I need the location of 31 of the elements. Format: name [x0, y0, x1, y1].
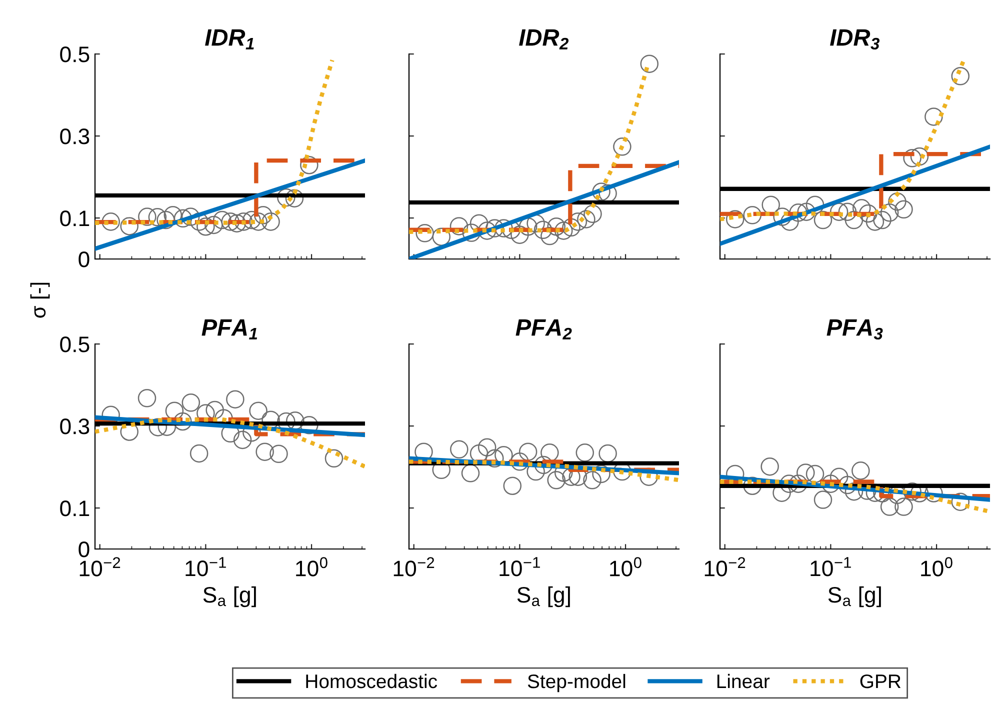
chart-title: IDR$_{1}$ — [205, 29, 254, 50]
legend-label: GPR — [860, 674, 901, 688]
x-tick-label: 10$^{−1}$ — [810, 557, 851, 576]
y-tick-label: 0.5 — [60, 336, 90, 352]
x-tick-label: 10$^{0}$ — [610, 557, 642, 576]
y-tick-label: 0.1 — [60, 500, 90, 516]
legend-label: Linear — [717, 674, 770, 688]
legend-label: Homoscedastic — [306, 674, 438, 688]
y-tick-label: 0 — [78, 542, 90, 558]
y-tick-label: 0 — [78, 252, 90, 268]
x-tick-label: 10$^{−1}$ — [500, 557, 540, 576]
x-tick-label: 10$^{0}$ — [296, 557, 328, 576]
chart-title: PFA$_{2}$ — [516, 319, 572, 340]
x-tick-label: 10$^{−1}$ — [186, 557, 226, 576]
y-axis-title: σ [-] — [30, 282, 50, 318]
chart-title: PFA$_{1}$ — [202, 319, 258, 340]
x-axis-title: S$_{a}$ [g] — [828, 586, 881, 608]
legend-label: Step-model — [528, 674, 626, 692]
chart-title: IDR$_{3}$ — [830, 29, 880, 50]
chart-title: PFA$_{3}$ — [826, 319, 883, 340]
x-tick-label: 10$^{0}$ — [921, 557, 952, 576]
y-tick-label: 0.3 — [60, 128, 90, 144]
x-tick-label: 10$^{−2}$ — [80, 557, 120, 576]
x-tick-label: 10$^{−2}$ — [704, 557, 746, 576]
x-axis-title: S$_{a}$ [g] — [203, 586, 256, 608]
y-tick-label: 0.1 — [60, 210, 90, 226]
x-axis-title: S$_{a}$ [g] — [517, 586, 570, 608]
x-tick-label: 10$^{−2}$ — [394, 557, 434, 576]
chart-title: IDR$_{2}$ — [519, 29, 569, 50]
y-tick-label: 0.5 — [60, 46, 90, 62]
y-tick-label: 0.3 — [60, 418, 90, 434]
